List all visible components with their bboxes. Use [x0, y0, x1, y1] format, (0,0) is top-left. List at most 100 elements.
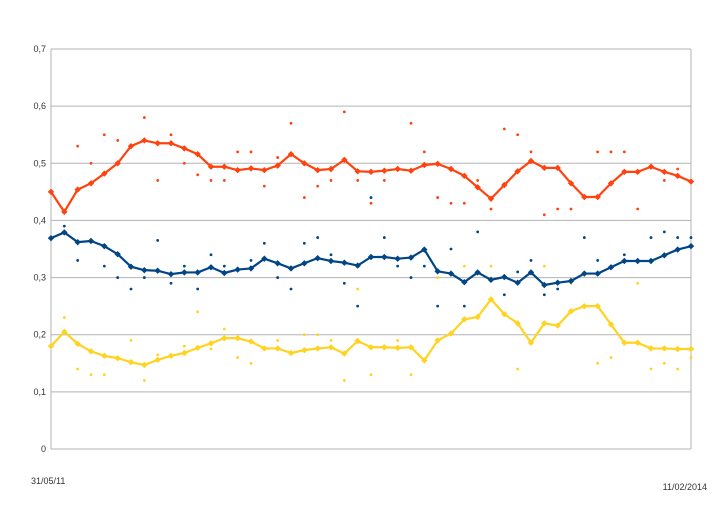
yellow-trend-marker — [194, 344, 201, 352]
yellow-trend-marker — [407, 344, 415, 351]
yellow-point — [102, 373, 106, 377]
yellow-trend-marker — [461, 316, 468, 323]
blue-point — [382, 236, 386, 239]
x-tick-label-first: 31/05/11 — [31, 476, 65, 486]
yellow-point — [649, 367, 653, 371]
orange-point — [236, 150, 240, 154]
yellow-trend-marker — [354, 337, 361, 345]
orange-trend-marker — [421, 161, 428, 169]
orange-trend-marker — [461, 172, 468, 180]
blue-point — [222, 264, 226, 268]
blue-trend-marker — [394, 255, 401, 262]
blue-point — [502, 293, 506, 297]
blue-point — [169, 281, 173, 285]
orange-point — [622, 150, 626, 154]
yellow-point — [236, 356, 240, 359]
orange-trend-marker — [687, 178, 695, 185]
blue-trend-marker — [154, 267, 161, 274]
orange-trend-marker — [234, 166, 241, 174]
yellow-trend-marker — [367, 344, 375, 351]
orange-point — [369, 201, 373, 205]
orange-point — [156, 179, 160, 182]
blue-point — [396, 264, 400, 268]
blue-trend-marker — [181, 269, 188, 276]
blue-point — [196, 287, 200, 291]
orange-point — [462, 201, 466, 205]
yellow-point — [596, 361, 600, 365]
blue-trend-marker — [607, 264, 615, 271]
blue-trend-marker — [487, 276, 495, 284]
blue-trend-marker — [61, 229, 68, 236]
blue-trend-marker — [167, 270, 175, 278]
orange-trend-marker — [314, 166, 321, 174]
blue-trend-marker — [474, 269, 481, 276]
orange-point — [302, 196, 306, 199]
yellow-point — [62, 316, 66, 319]
blue-point — [129, 287, 133, 291]
blue-trend-marker — [407, 254, 415, 261]
blue-trend-marker — [554, 279, 561, 286]
orange-point — [676, 167, 680, 171]
yellow-trend-marker — [167, 352, 175, 360]
orange-point — [542, 213, 546, 217]
y-tick-label: 0,3 — [33, 273, 46, 283]
yellow-trend-marker — [514, 320, 521, 327]
blue-trend-marker — [221, 269, 228, 277]
orange-trend-marker — [341, 156, 348, 164]
blue-point — [422, 264, 426, 268]
orange-point — [209, 179, 213, 182]
yellow-trend-marker — [554, 322, 561, 329]
gridlines — [51, 48, 692, 449]
orange-trend-marker — [74, 186, 81, 193]
yellow-trend-marker — [421, 357, 428, 364]
yellow-point — [249, 361, 253, 365]
orange-trend-marker — [221, 163, 228, 170]
yellow-trend-marker — [247, 338, 255, 345]
yellow-trend-marker — [541, 320, 548, 327]
orange-trend-marker — [514, 168, 521, 175]
yellow-trend-marker — [501, 310, 508, 318]
yellow-trend-marker — [434, 337, 441, 344]
orange-point — [142, 116, 146, 119]
yellow-trend-marker — [447, 330, 455, 337]
blue-point — [62, 224, 66, 228]
y-tick-label: 0,1 — [33, 387, 46, 397]
blue-point — [596, 259, 600, 262]
blue-trend-marker — [634, 257, 641, 265]
orange-point — [169, 133, 173, 137]
orange-trend-marker — [247, 165, 255, 172]
orange-point — [422, 150, 426, 154]
orange-point — [102, 133, 106, 137]
blue-trend-marker — [301, 260, 308, 267]
blue-point — [676, 236, 680, 239]
orange-point — [556, 207, 560, 211]
orange-point — [436, 196, 440, 199]
blue-trend-marker — [74, 238, 81, 246]
orange-trend-marker — [381, 167, 388, 174]
blue-point — [329, 253, 333, 257]
blue-trend-marker — [687, 242, 695, 250]
yellow-trend-marker — [127, 358, 135, 366]
yellow-point — [182, 344, 186, 348]
y-tick-label: 0,2 — [33, 330, 46, 340]
blue-point — [342, 281, 346, 285]
orange-trend-marker — [474, 184, 481, 191]
yellow-trend-marker — [394, 344, 401, 352]
yellow-point — [76, 367, 80, 371]
yellow-point — [329, 339, 333, 342]
orange-point — [636, 207, 640, 211]
blue-trend-marker — [141, 266, 148, 274]
yellow-trend-marker — [381, 344, 388, 351]
orange-point — [489, 207, 493, 211]
yellow-trend-marker — [327, 344, 335, 351]
yellow-trend-marker — [261, 345, 268, 352]
yellow-point — [209, 347, 213, 351]
yellow-point — [689, 356, 693, 359]
yellow-trend-marker — [47, 342, 55, 350]
orange-point — [262, 184, 266, 188]
blue-point — [476, 230, 480, 234]
yellow-trend-marker — [687, 345, 695, 353]
yellow-trend-marker — [207, 340, 215, 347]
orange-point — [116, 139, 120, 142]
blue-trend-marker — [421, 246, 428, 253]
